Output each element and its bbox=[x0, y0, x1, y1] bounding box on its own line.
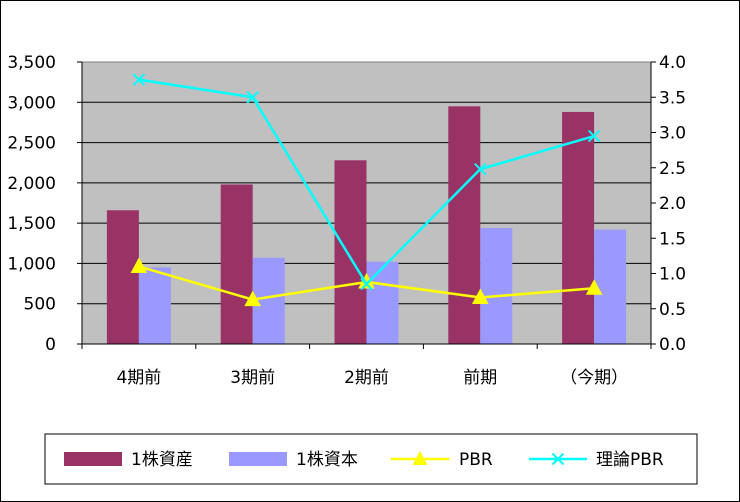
right-axis-tick-label: 0.0 bbox=[659, 335, 686, 355]
legend-box bbox=[44, 433, 698, 485]
left-axis-tick-label: 2,500 bbox=[7, 134, 56, 154]
x-axis-category-label: （今期） bbox=[560, 368, 628, 388]
triangle-marker bbox=[130, 257, 148, 273]
line-series bbox=[130, 73, 603, 307]
bar bbox=[220, 184, 253, 344]
left-axis-tick-label: 0 bbox=[45, 335, 56, 355]
legend-label: PBR bbox=[459, 450, 493, 470]
legend-label: 1株資本 bbox=[296, 450, 358, 470]
legend-label: 理論PBR bbox=[596, 450, 664, 470]
right-axis-tick-label: 4.0 bbox=[659, 53, 686, 73]
right-axis-tick-label: 1.5 bbox=[659, 229, 686, 249]
bar-series bbox=[106, 106, 627, 344]
x-marker bbox=[474, 162, 487, 176]
right-axis-tick-label: 1.0 bbox=[659, 265, 686, 285]
x-axis-category-label: 4期前 bbox=[116, 368, 161, 388]
left-axis-tick-label: 2,000 bbox=[7, 174, 56, 194]
x-marker bbox=[360, 277, 373, 291]
bar bbox=[138, 267, 171, 344]
right-axis-tick-label: 3.5 bbox=[659, 88, 686, 108]
legend-swatch bbox=[229, 452, 287, 466]
triangle-marker bbox=[471, 288, 489, 304]
right-axis-tick-label: 0.5 bbox=[659, 300, 686, 320]
bar bbox=[594, 229, 627, 344]
bar bbox=[366, 261, 399, 344]
legend-swatch bbox=[64, 452, 122, 466]
legend: 1株資産 1株資本 PBR 理論PBR bbox=[44, 433, 698, 485]
right-axis-tick-label: 2.5 bbox=[659, 159, 686, 179]
x-axis-category-label: 2期前 bbox=[344, 368, 389, 388]
left-axis-tick-label: 3,000 bbox=[7, 93, 56, 113]
x-axis-category-label: 前期 bbox=[463, 368, 497, 388]
legend-triangle-marker bbox=[412, 451, 428, 465]
bar bbox=[334, 160, 367, 344]
left-axis-tick-label: 1,000 bbox=[7, 254, 56, 274]
right-axis-tick-label: 3.0 bbox=[659, 124, 686, 144]
axes: 0 500 1,000 1,500 2,000 2,500 3,000 3,500 0.0 0.5… bbox=[7, 53, 686, 388]
legend-label: 1株資産 bbox=[131, 450, 193, 470]
bar bbox=[106, 210, 139, 344]
left-axis-tick-label: 3,500 bbox=[7, 53, 56, 73]
x-marker bbox=[587, 129, 601, 143]
left-axis-tick-label: 1,500 bbox=[7, 214, 56, 234]
right-axis-tick-label: 2.0 bbox=[659, 194, 686, 214]
bar bbox=[480, 227, 513, 344]
triangle-marker bbox=[244, 290, 262, 307]
x-marker bbox=[132, 73, 146, 86]
legend-x-marker bbox=[551, 452, 565, 466]
x-axis-category-label: 3期前 bbox=[230, 368, 275, 388]
x-marker bbox=[246, 91, 259, 104]
left-axis-tick-label: 500 bbox=[24, 295, 56, 315]
bar bbox=[562, 111, 595, 344]
bar bbox=[448, 106, 481, 344]
triangle-marker bbox=[585, 279, 603, 295]
